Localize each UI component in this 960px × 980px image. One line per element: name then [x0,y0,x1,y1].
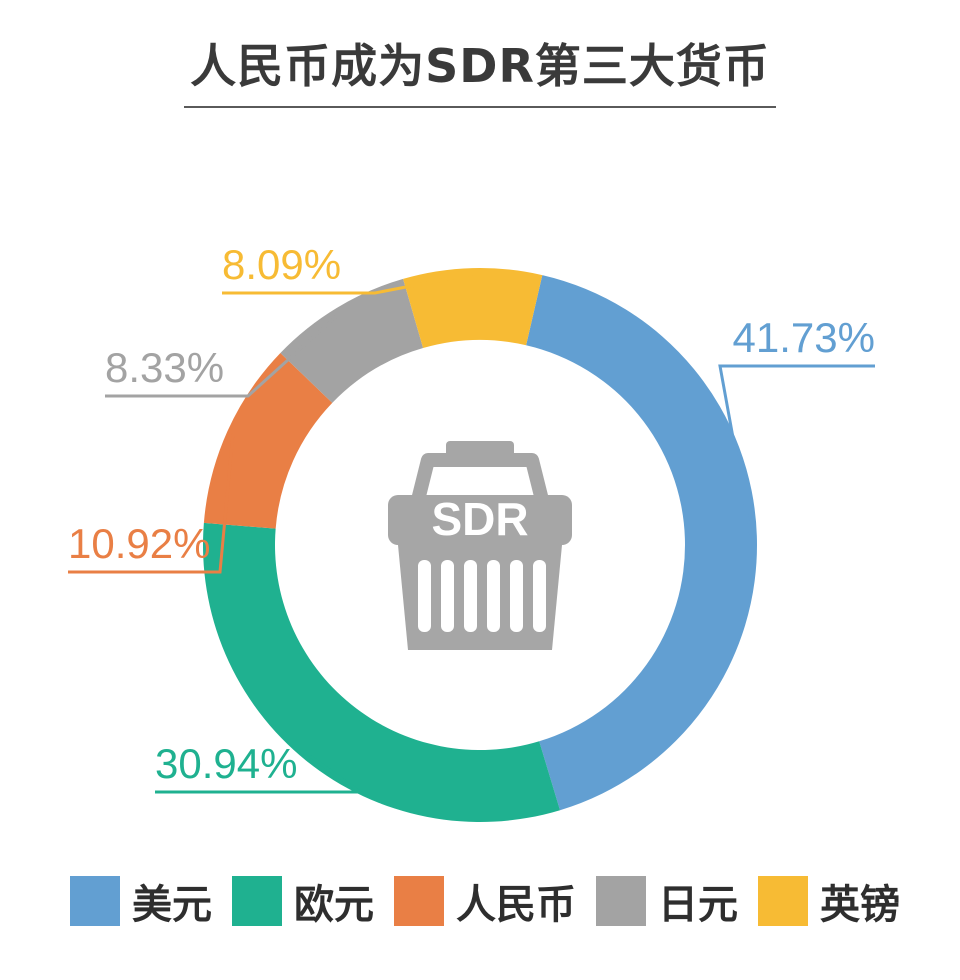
leader-line-jpy [105,311,341,398]
slice-eur [202,522,561,822]
legend-item-cny: 人民币 [394,872,576,930]
data-label-eur: 30.94% [155,740,297,787]
legend-item-eur: 欧元 [232,872,374,930]
legend-swatch-eur [232,876,282,926]
data-label-jpy: 8.33% [105,344,224,391]
donut-chart: SDR 41.73% 30.94% 10.92% 8.33% 8.09% [68,241,875,822]
slice-gbp [403,268,543,349]
data-label-cny: 10.92% [68,520,210,567]
slice-usd [526,275,757,811]
legend-swatch-jpy [596,876,646,926]
sdr-basket-icon: SDR [388,441,572,650]
legend-label-usd: 美元 [132,882,212,928]
legend-swatch-cny [394,876,444,926]
legend: 美元 欧元 人民币 日元 英镑 [0,872,960,942]
basket-label: SDR [431,493,528,545]
legend-label-gbp: 英镑 [820,882,900,928]
legend-label-eur: 欧元 [294,882,374,928]
legend-swatch-usd [70,876,120,926]
leader-line-usd [718,364,875,537]
legend-swatch-gbp [758,876,808,926]
slice-jpy [280,278,424,403]
chart-title: 人民币成为SDR第三大货币 [184,30,776,108]
slice-cny [203,352,333,529]
leader-line-gbp [222,272,473,295]
legend-item-gbp: 英镑 [758,872,900,930]
legend-label-cny: 人民币 [456,882,576,928]
data-label-gbp: 8.09% [222,241,341,288]
legend-label-jpy: 日元 [658,882,738,928]
legend-item-jpy: 日元 [596,872,738,930]
legend-item-usd: 美元 [70,872,212,930]
chart-title-wrap: 人民币成为SDR第三大货币 [0,30,960,108]
leader-line-eur [155,754,365,794]
leader-line-cny [68,433,235,574]
data-label-usd: 41.73% [733,314,875,361]
